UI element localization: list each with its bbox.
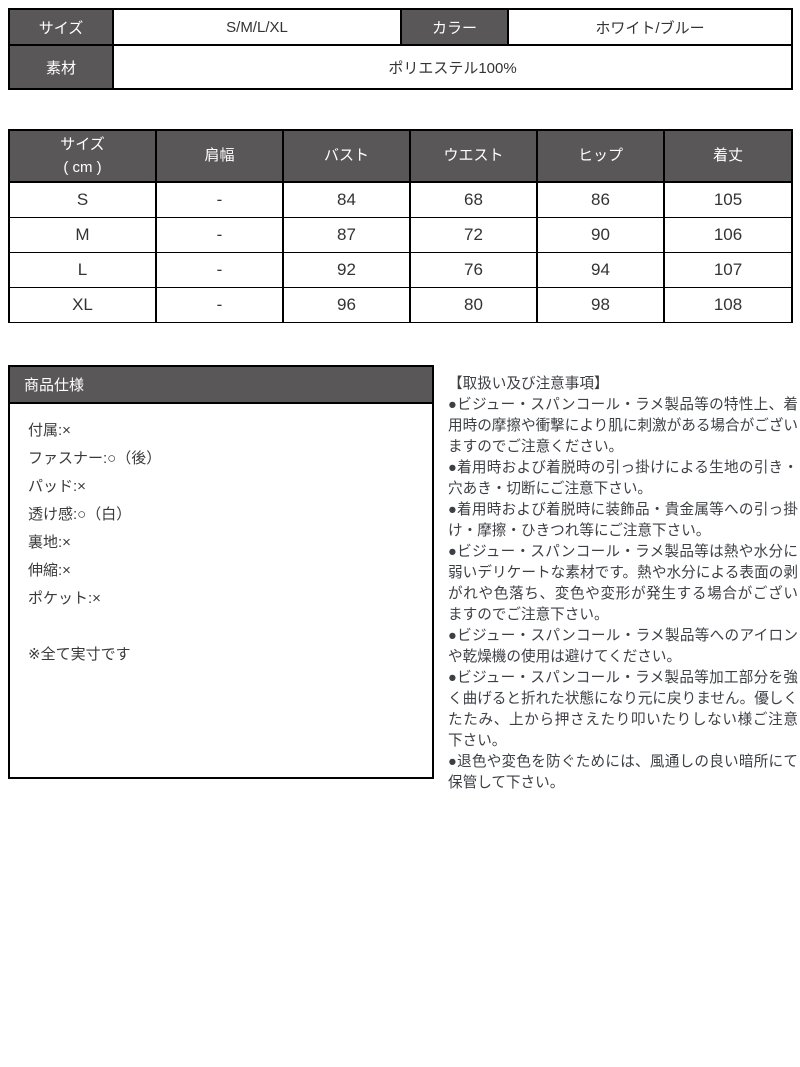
handling-note-item: ●着用時および着脱時に装飾品・貴金属等への引っ掛け・摩擦・ひきつれ等にご注意下さ… bbox=[448, 502, 798, 539]
length-cell: 108 bbox=[663, 287, 793, 323]
handling-note-item: ●ビジュー・スパンコール・ラメ製品等の特性上、着用時の摩擦や衝撃により肌に刺激が… bbox=[448, 397, 798, 455]
table-row-s: S - 84 68 86 105 bbox=[8, 181, 793, 218]
handling-note-item: ●ビジュー・スパンコール・ラメ製品等へのアイロンや乾燥機の使用は避けてください。 bbox=[448, 628, 798, 665]
header-size-line1: サイズ bbox=[60, 135, 105, 153]
spec-item-accessory: 付属:× bbox=[28, 422, 71, 439]
table-row: サイズ S/M/L/XL カラー ホワイト/ブルー bbox=[8, 8, 793, 46]
material-value-cell: ポリエステル100% bbox=[112, 44, 793, 90]
handling-notes: 【取扱い及び注意事項】 ●ビジュー・スパンコール・ラメ製品等の特性上、着用時の摩… bbox=[448, 374, 798, 794]
header-waist: ウエスト bbox=[409, 129, 538, 183]
header-size-cm: サイズ ( cm ) bbox=[8, 129, 157, 183]
shoulder-cell: - bbox=[155, 252, 284, 288]
length-cell: 107 bbox=[663, 252, 793, 288]
hip-cell: 86 bbox=[536, 181, 665, 218]
header-hip: ヒップ bbox=[536, 129, 665, 183]
spec-item-stretch: 伸縮:× bbox=[28, 562, 71, 579]
spec-measurement-note: ※全て実寸です bbox=[28, 646, 131, 663]
spec-item-fastener: ファスナー:○（後） bbox=[28, 450, 162, 467]
length-cell: 105 bbox=[663, 181, 793, 218]
waist-cell: 76 bbox=[409, 252, 538, 288]
length-cell: 106 bbox=[663, 217, 793, 253]
size-color-material-table: サイズ S/M/L/XL カラー ホワイト/ブルー 素材 ポリエステル100% bbox=[8, 8, 793, 90]
waist-cell: 68 bbox=[409, 181, 538, 218]
spec-item-sheerness: 透け感:○（白） bbox=[28, 506, 132, 523]
handling-note-item: ●ビジュー・スパンコール・ラメ製品等は熱や水分に弱いデリケートな素材です。熱や水… bbox=[448, 544, 798, 623]
bust-cell: 87 bbox=[282, 217, 411, 253]
table-row: 素材 ポリエステル100% bbox=[8, 44, 793, 90]
spec-item-pad: パッド:× bbox=[28, 478, 86, 495]
header-size-line2: ( cm ) bbox=[63, 159, 102, 176]
spec-item-lining: 裏地:× bbox=[28, 534, 71, 551]
table-row-xl: XL - 96 80 98 108 bbox=[8, 287, 793, 323]
header-shoulder: 肩幅 bbox=[155, 129, 284, 183]
handling-note-item: ●退色や変色を防ぐためには、風通しの良い暗所にて保管して下さい。 bbox=[448, 754, 798, 791]
bust-cell: 84 bbox=[282, 181, 411, 218]
table-row-m: M - 87 72 90 106 bbox=[8, 217, 793, 253]
spec-box-title: 商品仕様 bbox=[10, 367, 432, 404]
bust-cell: 96 bbox=[282, 287, 411, 323]
shoulder-cell: - bbox=[155, 287, 284, 323]
header-bust: バスト bbox=[282, 129, 411, 183]
shoulder-cell: - bbox=[155, 217, 284, 253]
handling-notes-title: 【取扱い及び注意事項】 bbox=[448, 376, 609, 392]
bust-cell: 92 bbox=[282, 252, 411, 288]
size-label-cell: サイズ bbox=[8, 8, 114, 46]
size-cell: M bbox=[8, 217, 157, 253]
measurement-chart-table: サイズ ( cm ) 肩幅 バスト ウエスト ヒップ 着丈 S - 84 68 … bbox=[8, 129, 793, 323]
waist-cell: 72 bbox=[409, 217, 538, 253]
measurement-header-row: サイズ ( cm ) 肩幅 バスト ウエスト ヒップ 着丈 bbox=[8, 129, 793, 183]
header-length: 着丈 bbox=[663, 129, 793, 183]
size-cell: L bbox=[8, 252, 157, 288]
hip-cell: 90 bbox=[536, 217, 665, 253]
waist-cell: 80 bbox=[409, 287, 538, 323]
size-value-cell: S/M/L/XL bbox=[112, 8, 402, 46]
material-label-cell: 素材 bbox=[8, 44, 114, 90]
product-spec-box: 商品仕様 付属:× ファスナー:○（後） パッド:× 透け感:○（白） 裏地:×… bbox=[8, 365, 434, 779]
table-row-l: L - 92 76 94 107 bbox=[8, 252, 793, 288]
size-cell: S bbox=[8, 181, 157, 218]
size-cell: XL bbox=[8, 287, 157, 323]
spec-item-pocket: ポケット:× bbox=[28, 590, 101, 607]
handling-note-item: ●着用時および着脱時の引っ掛けによる生地の引き・穴あき・切断にご注意下さい。 bbox=[448, 460, 798, 497]
hip-cell: 98 bbox=[536, 287, 665, 323]
color-label-cell: カラー bbox=[400, 8, 509, 46]
color-value-cell: ホワイト/ブルー bbox=[507, 8, 793, 46]
handling-note-item: ●ビジュー・スパンコール・ラメ製品等加工部分を強く曲げると折れた状態になり元に戻… bbox=[448, 670, 798, 749]
spec-box-body: 付属:× ファスナー:○（後） パッド:× 透け感:○（白） 裏地:× 伸縮:×… bbox=[10, 404, 432, 669]
shoulder-cell: - bbox=[155, 181, 284, 218]
hip-cell: 94 bbox=[536, 252, 665, 288]
